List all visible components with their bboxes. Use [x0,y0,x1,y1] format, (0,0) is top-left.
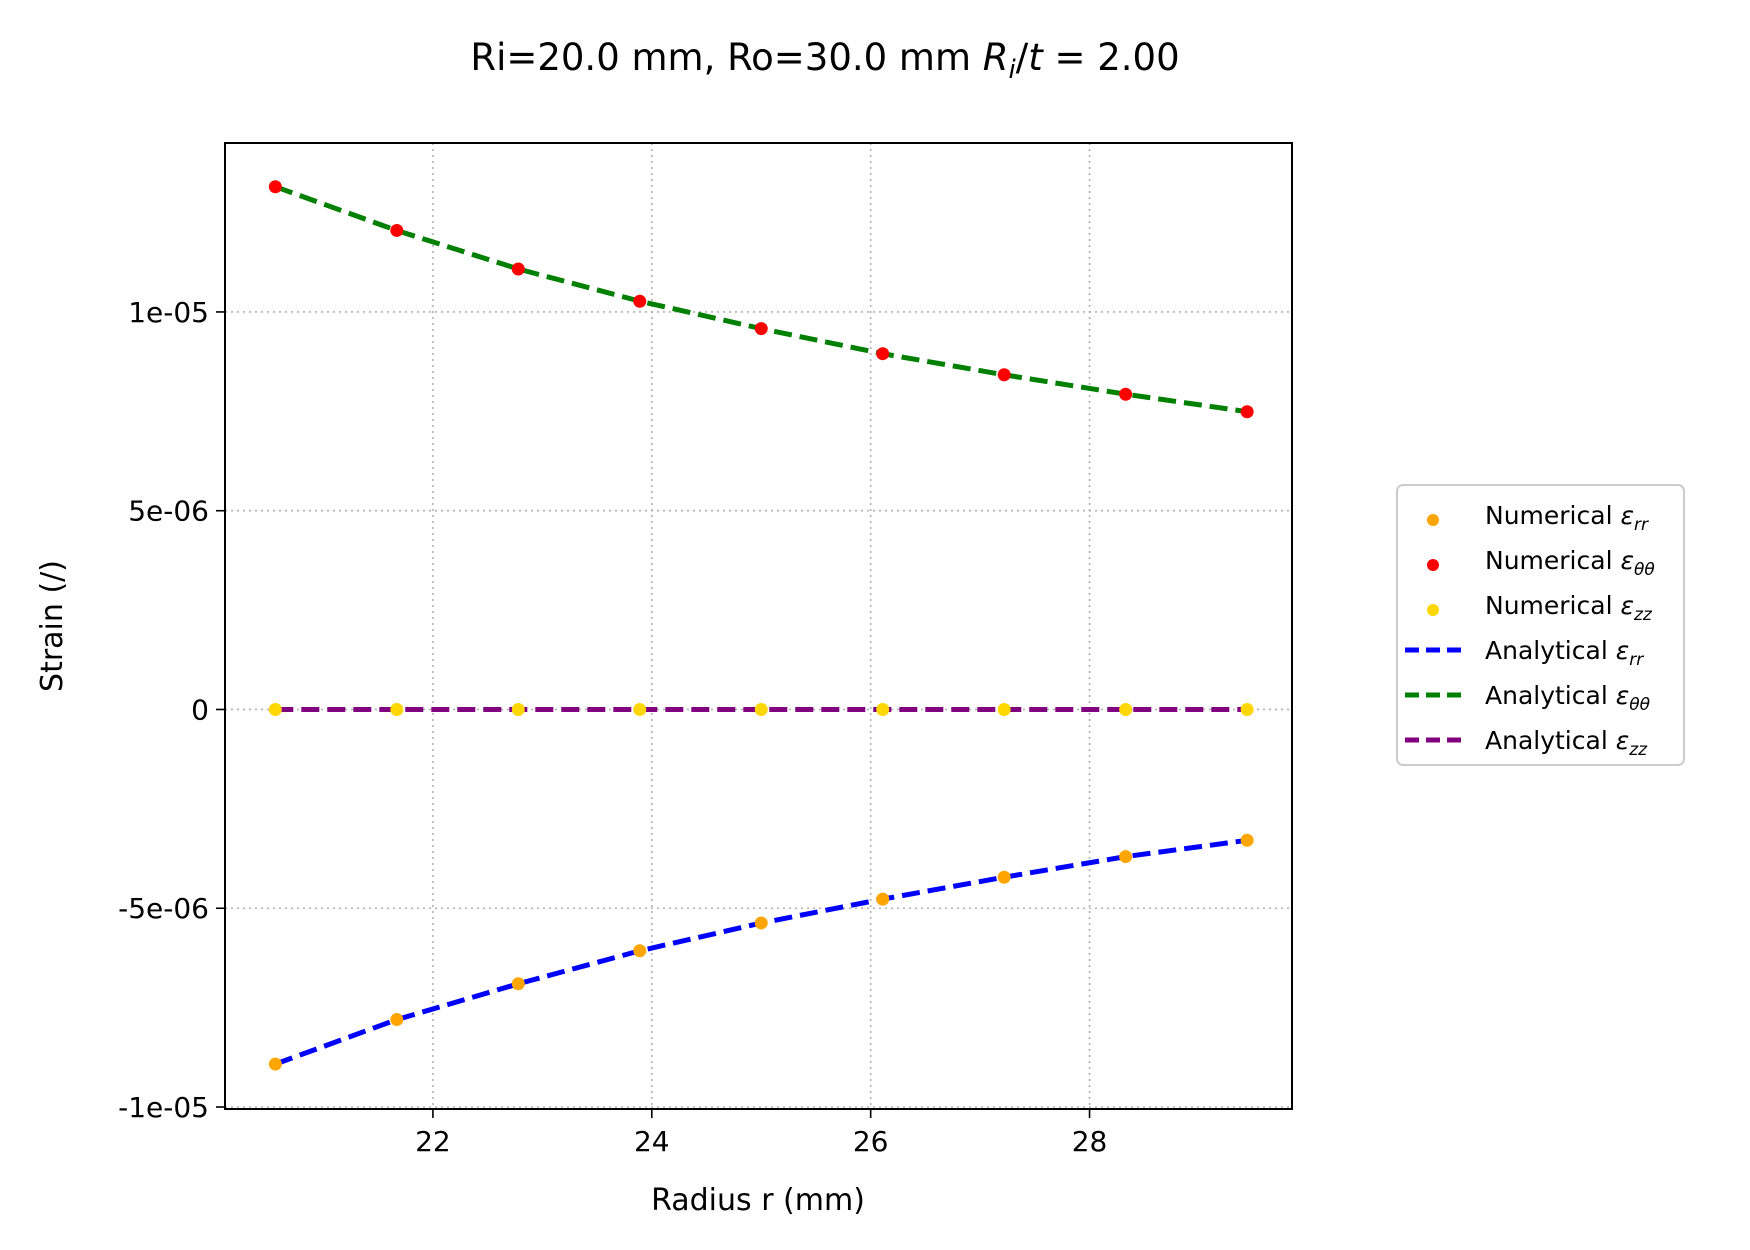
legend-label-subscript: θθ [1629,695,1650,715]
x-axis-label: Radius r (mm) [651,1183,865,1218]
y-axis: -1e-05 -5e-06 0 5e-06 1e-05 [118,296,225,1124]
title-math-t: t [1028,36,1044,79]
legend-marker [1427,559,1439,571]
data-point-numerical-rr [511,977,525,991]
data-point-numerical-zz [1240,702,1254,716]
title-math-i: i [1009,55,1017,85]
y-tick-label: 1e-05 [128,296,209,329]
legend-marker [1427,604,1439,616]
data-point-numerical-zz [997,702,1011,716]
legend-label: Numerical εzz [1485,591,1653,625]
legend-label-name: Numerical [1485,591,1620,620]
y-tick-label: -5e-06 [118,892,209,925]
data-point-numerical-rr [633,944,647,958]
data-point-numerical-rr [754,916,768,930]
legend-label-name: Analytical [1485,681,1616,710]
x-tick-label: 22 [415,1125,451,1158]
legend-label: Numerical εθθ [1485,546,1655,580]
data-point-numerical-θθ [754,322,768,336]
legend-label-epsilon: ε [1616,636,1630,665]
axes-frame [224,142,1293,1110]
data-point-numerical-rr [390,1013,404,1027]
legend-label-name: Analytical [1485,636,1616,665]
legend-label-name: Numerical [1485,501,1620,530]
data-point-numerical-zz [390,702,404,716]
x-tick-label: 24 [634,1125,670,1158]
legend-label-subscript: rr [1634,515,1649,535]
y-tick-label: 0 [191,693,209,726]
legend-box [1396,484,1685,766]
data-point-numerical-zz [633,702,647,716]
legend-label-subscript: rr [1629,650,1644,670]
legend-label-name: Numerical [1485,546,1620,575]
grid [225,143,1292,1109]
legend-label: Analytical εrr [1485,636,1644,670]
data-point-numerical-rr [268,1057,282,1071]
legend-label-epsilon: ε [1620,501,1634,530]
title-math-r: R [983,36,1009,79]
legend-label: Analytical εzz [1485,726,1648,760]
y-tick-label: -1e-05 [118,1091,209,1124]
data-point-numerical-zz [268,702,282,716]
legend-marker [1427,514,1439,526]
y-axis-label: Strain (/) [35,560,70,692]
series-line-analytical-θθ [274,184,1248,415]
data-point-numerical-zz [511,702,525,716]
y-tick-label: 5e-06 [128,495,209,528]
legend-label-subscript: zz [1628,740,1648,760]
data-point-numerical-θθ [1119,387,1133,401]
data-point-numerical-θθ [1240,405,1254,419]
data-point-numerical-θθ [511,262,525,276]
data-point-numerical-θθ [268,180,282,194]
series-line-analytical-rr [274,837,1248,1067]
x-tick-label: 28 [1072,1125,1108,1158]
legend-label-subscript: zz [1633,605,1653,625]
data-point-numerical-θθ [390,223,404,237]
data-point-numerical-zz [754,702,768,716]
legend-label-epsilon: ε [1616,726,1630,755]
legend-label: Analytical εθθ [1485,681,1651,715]
x-tick-label: 26 [853,1125,889,1158]
title-math-eq: = 2.00 [1043,36,1180,79]
legend-label-epsilon: ε [1616,681,1630,710]
data-point-numerical-rr [1240,833,1254,847]
legend-label-name: Analytical [1485,726,1616,755]
data-point-numerical-rr [997,870,1011,884]
legend-label-subscript: θθ [1634,560,1655,580]
plot-area [268,180,1254,1071]
legend-label-epsilon: ε [1620,546,1634,575]
data-point-numerical-zz [876,702,890,716]
title-prefix: Ri=20.0 mm, Ro=30.0 mm [470,36,982,79]
legend-label-epsilon: ε [1620,591,1634,620]
title-math-slash: / [1016,36,1029,79]
data-point-numerical-zz [1119,702,1133,716]
data-point-numerical-rr [1119,850,1133,864]
legend-label: Numerical εrr [1485,501,1649,535]
data-point-numerical-θθ [633,294,647,308]
data-point-numerical-θθ [876,347,890,361]
data-point-numerical-θθ [997,368,1011,382]
data-point-numerical-rr [876,892,890,906]
chart-title: Ri=20.0 mm, Ro=30.0 mm Ri/t = 2.00 [470,36,1179,85]
x-axis: 22 24 26 28 [415,1109,1107,1158]
